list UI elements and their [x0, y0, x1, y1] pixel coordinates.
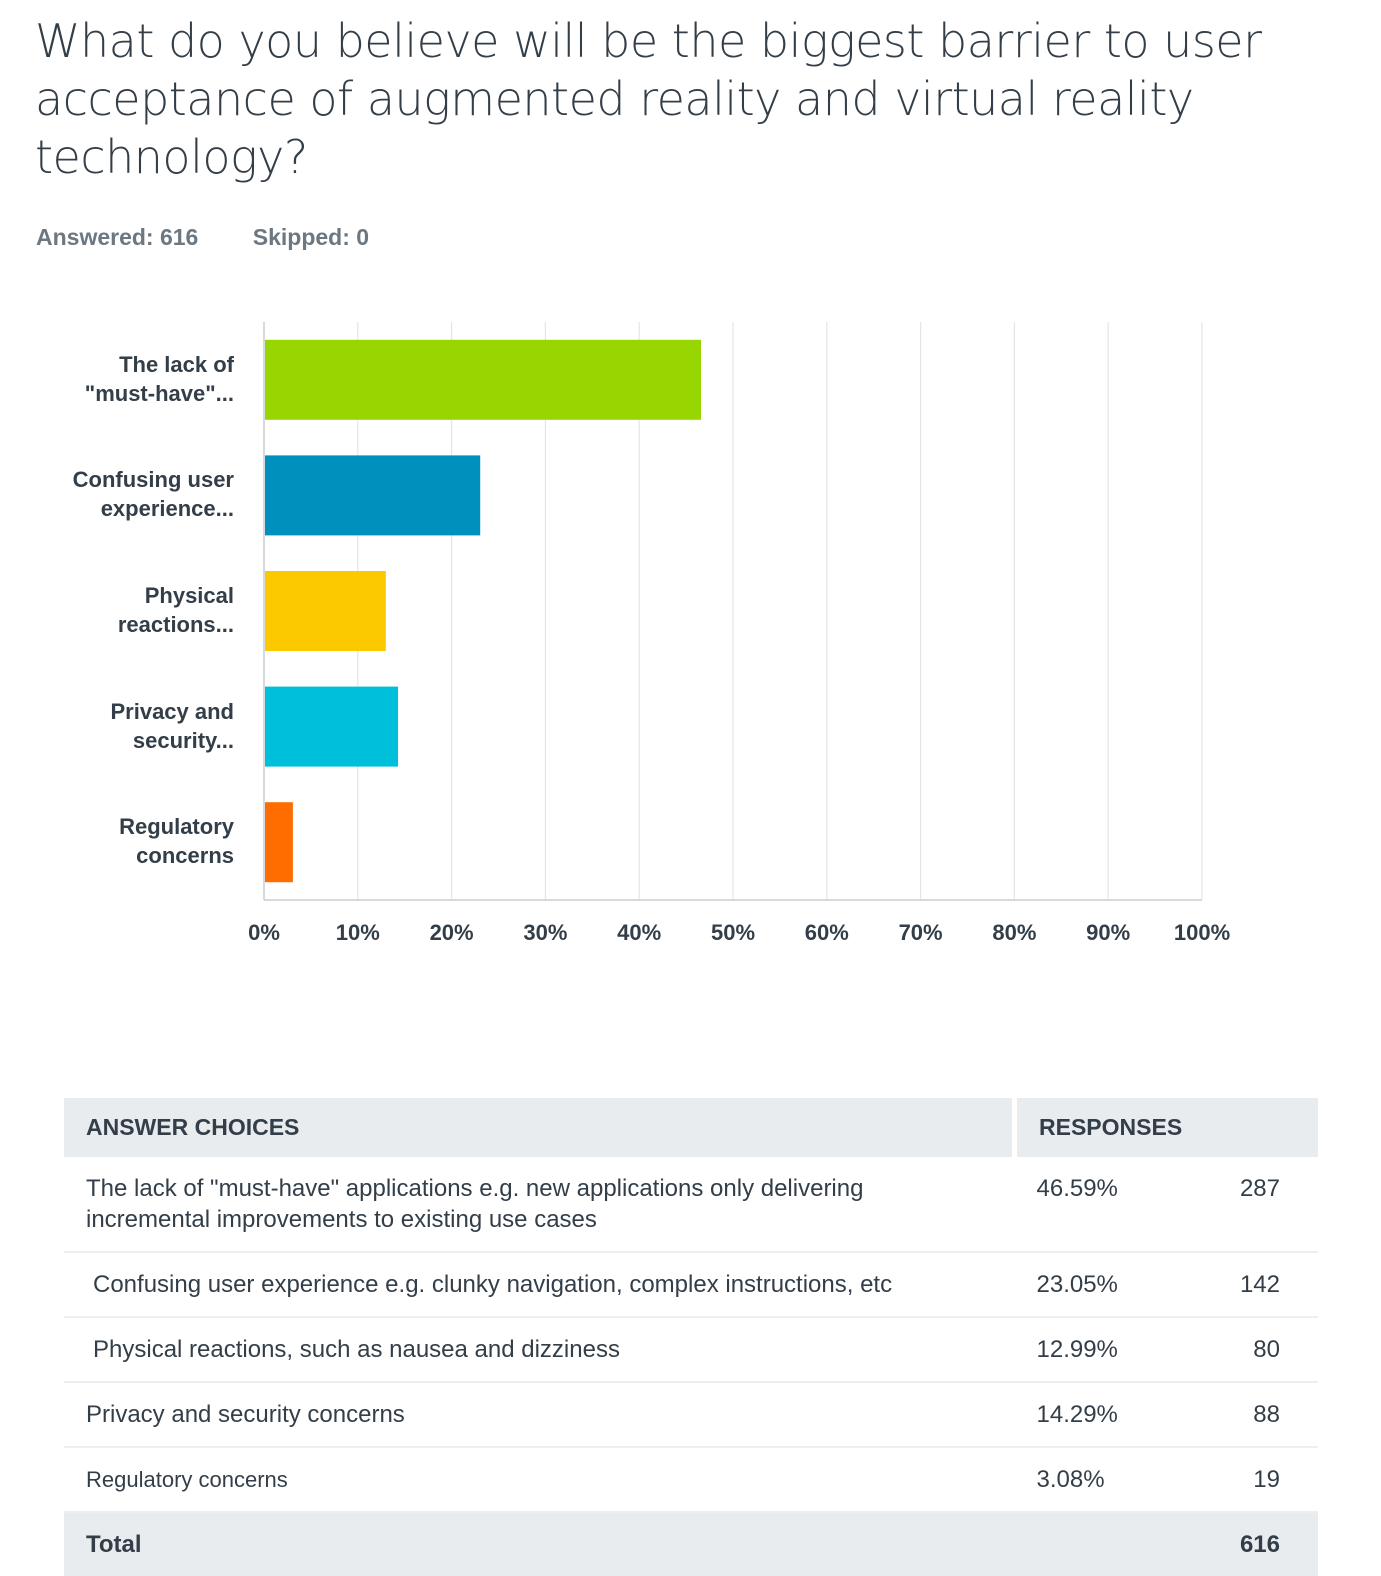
chart-axes [263, 322, 1202, 901]
table-row: The lack of "must-have" applications e.g… [64, 1157, 1318, 1253]
table-row: Confusing user experience e.g. clunky na… [64, 1252, 1318, 1318]
row-percent: 46.59% [1014, 1157, 1199, 1253]
row-count: 80 [1198, 1317, 1318, 1383]
x-tick-label: 50% [711, 920, 755, 945]
row-count: 88 [1198, 1382, 1318, 1448]
row-choice: Physical reactions, such as nausea and d… [64, 1317, 1015, 1383]
row-percent: 12.99% [1014, 1317, 1199, 1383]
bar-chart: 0% 10% 20% 30% 40% 50% 60% 70% 80% 90% 100% [248, 322, 1230, 945]
row-choice: Regulatory concerns [64, 1447, 1015, 1513]
category-label-line: reactions... [117, 612, 234, 637]
table-row: Physical reactions, such as nausea and d… [64, 1317, 1318, 1383]
category-label-line: Confusing user [72, 467, 234, 493]
x-tick-label: 90% [1086, 920, 1130, 945]
row-percent: 3.08% [1014, 1447, 1199, 1513]
category-label: The lack of "must-have"... [40, 350, 234, 408]
category-label-line: Privacy and [110, 698, 234, 724]
bar [265, 686, 399, 767]
total-percent-cell [1014, 1512, 1199, 1576]
x-tick-label: 20% [430, 920, 474, 945]
header-answer-choices: ANSWER CHOICES [64, 1098, 1017, 1157]
category-label-line: experience... [100, 496, 234, 522]
x-tick-label: 10% [336, 920, 380, 945]
row-choice: Privacy and security concerns [64, 1382, 1015, 1448]
category-label-line: The lack of [119, 351, 234, 377]
x-tick-label: 0% [248, 920, 280, 945]
row-choice: The lack of "must-have" applications e.g… [64, 1157, 1015, 1253]
results-table: ANSWER CHOICES RESPONSES The lack of "mu… [64, 1098, 1318, 1576]
category-label-line: Regulatory [119, 814, 234, 840]
category-label-line: concerns [136, 843, 234, 869]
x-tick-label: 100% [1174, 920, 1230, 945]
category-label: Confusing user experience... [40, 465, 234, 523]
category-label: Physical reactions... [40, 581, 234, 639]
table-row: Regulatory concerns 3.08% 19 [64, 1447, 1318, 1513]
category-label-line: Physical [144, 583, 234, 608]
row-count: 142 [1198, 1252, 1318, 1318]
bar [265, 802, 293, 883]
row-count: 19 [1198, 1447, 1318, 1513]
table-row: Privacy and security concerns 14.29% 88 [64, 1382, 1318, 1448]
total-count: 616 [1198, 1512, 1318, 1576]
row-percent: 23.05% [1014, 1252, 1199, 1318]
skipped-count: Skipped: 0 [252, 224, 370, 250]
table-header-row: ANSWER CHOICES RESPONSES [64, 1098, 1318, 1157]
x-tick-label: 30% [523, 920, 567, 945]
bar [265, 339, 702, 420]
category-label-line: security... [132, 727, 234, 753]
x-tick-label: 60% [805, 920, 849, 945]
response-stats: Answered: 616 Skipped: 0 [36, 224, 417, 251]
x-tick-label: 40% [617, 920, 661, 945]
row-count: 287 [1198, 1157, 1318, 1253]
bar [265, 571, 386, 651]
bar [265, 455, 481, 536]
category-label: Privacy and security... [40, 697, 234, 755]
table-total-row: Total 616 [64, 1512, 1318, 1576]
question-title: What do you believe will be the biggest … [35, 14, 1262, 184]
x-tick-label: 70% [899, 920, 943, 945]
category-label-line: "must-have"... [84, 380, 234, 406]
answered-count: Answered: 616 [36, 224, 199, 250]
chart-bars [265, 339, 702, 883]
row-percent: 14.29% [1014, 1382, 1199, 1448]
chart-tick-labels: 0% 10% 20% 30% 40% 50% 60% 70% 80% 90% 100% [248, 920, 1230, 945]
header-responses: RESPONSES [1014, 1098, 1318, 1157]
total-label: Total [64, 1512, 1015, 1576]
x-tick-label: 80% [992, 920, 1036, 945]
category-label: Regulatory concerns [40, 812, 234, 870]
row-choice: Confusing user experience e.g. clunky na… [64, 1252, 1015, 1318]
